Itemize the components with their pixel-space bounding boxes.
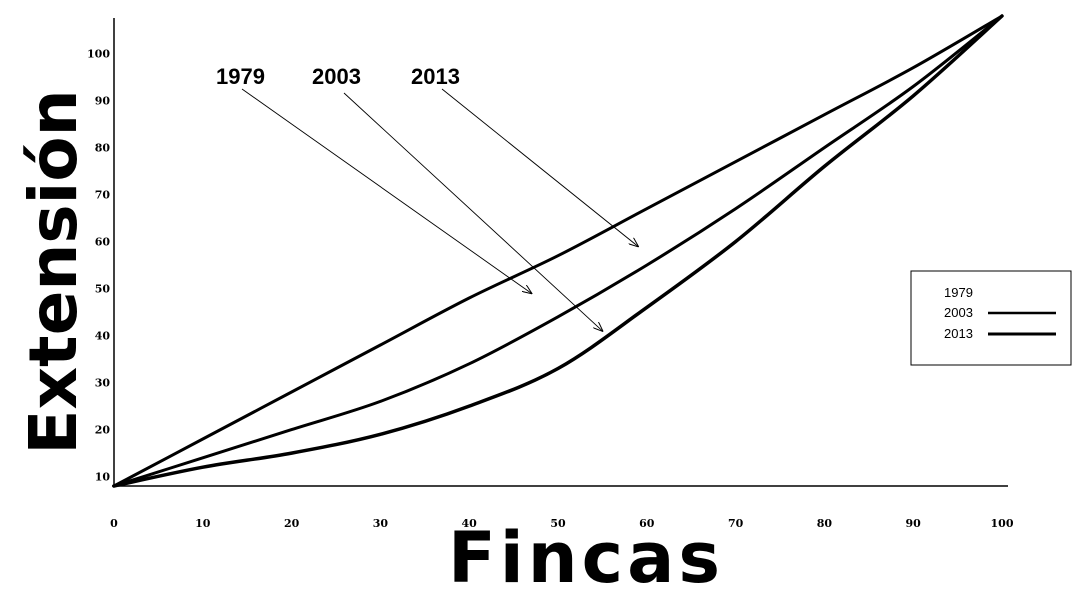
series-line-1979 [112,14,1004,488]
annotation-label-1979: 1979 [216,64,265,89]
legend: 1979 2003 2013 [910,270,1072,366]
plot-area: 10 20 30 40 50 60 70 80 90 100 0 10 20 30 40 50 60 70 80 9… [87,14,1014,530]
series-line-2013 [112,14,1004,488]
annotation-label-2003: 2003 [312,64,361,89]
y-tick-label: 40 [95,330,111,343]
x-tick-label: 20 [284,517,300,530]
y-tick-label: 70 [95,189,111,202]
x-tick-labels: 0 10 20 30 40 50 60 70 80 90 100 [110,517,1014,530]
annotation-label-2013: 2013 [411,64,460,89]
legend-entries: 1979 2003 2013 [944,285,1056,341]
x-axis-label: Fincas [448,517,724,591]
y-tick-label: 100 [87,48,110,61]
x-tick-label: 70 [728,517,744,530]
x-tick-label: 80 [817,517,833,530]
x-tick-label: 100 [991,517,1014,530]
x-tick-label: 30 [373,517,389,530]
x-tick-label: 10 [195,517,211,530]
y-tick-label: 20 [95,424,111,437]
y-tick-labels: 10 20 30 40 50 60 70 80 90 100 [87,48,110,484]
y-tick-label: 60 [95,236,111,249]
x-tick-label: 60 [639,517,655,530]
annotation-arrow-1979 [241,88,531,293]
legend-label-1979: 1979 [944,285,973,300]
annotation-arrow-2003 [343,92,602,331]
legend-label-2013: 2013 [944,326,973,341]
x-tick-label: 50 [550,517,566,530]
y-tick-label: 50 [95,283,111,296]
x-tick-label: 90 [906,517,922,530]
legend-box [910,270,1072,366]
y-axis-label: Extensión [15,89,92,454]
legend-label-2003: 2003 [944,305,973,320]
series-lines [112,14,1004,488]
x-tick-label: 0 [110,517,118,530]
y-tick-label: 80 [95,142,111,155]
y-tick-label: 90 [95,95,111,108]
annotations: 1979 2003 2013 [216,64,638,331]
y-tick-label: 30 [95,377,111,390]
annotation-arrow-2013 [441,88,638,246]
series-line-2003 [112,14,1004,488]
x-tick-label: 40 [462,517,478,530]
y-tick-label: 10 [95,471,111,484]
